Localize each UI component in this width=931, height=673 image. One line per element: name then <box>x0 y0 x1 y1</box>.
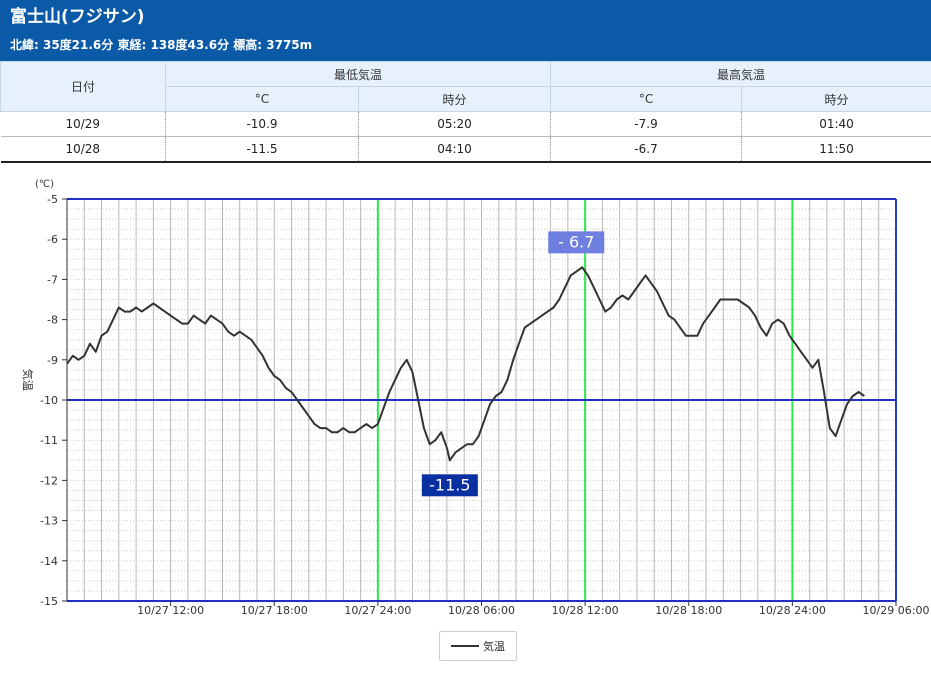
temperature-chart: -5 -6 -7 -8 -9 -10 -11 -12 -13 -14 -15 (℃) 気温 10/27 1… <box>0 163 931 673</box>
y-tick-label: -12 <box>40 474 58 487</box>
max-temp-header: 最高気温 <box>551 62 931 87</box>
row-min-time: 05:20 <box>359 112 551 137</box>
y-tick-label: -7 <box>47 273 58 286</box>
station-info: 北緯: 35度21.6分 東経: 138度43.6分 標高: 3775m <box>10 37 921 53</box>
row-date: 10/29 <box>1 112 166 137</box>
x-tick-label: 10/28 12:00 <box>552 604 619 617</box>
row-min-time: 04:10 <box>359 137 551 163</box>
y-tick-label: -11 <box>40 434 58 447</box>
temperature-table: 日付 最低気温 最高気温 °C 時分 °C 時分 10/29 -10.9 05:… <box>0 61 931 163</box>
y-axis-title: 気温 <box>21 369 35 391</box>
min-time-header: 時分 <box>359 87 551 112</box>
row-max: -6.7 <box>551 137 742 163</box>
y-tick-label: -10 <box>40 394 58 407</box>
min-temp-header: 最低気温 <box>166 62 551 87</box>
table-row: 10/28 -11.5 04:10 -6.7 11:50 <box>1 137 931 163</box>
table-row: 10/29 -10.9 05:20 -7.9 01:40 <box>1 112 931 137</box>
x-tick-label: 10/29 06:00 <box>863 604 930 617</box>
max-time-header: 時分 <box>742 87 931 112</box>
x-tick-label: 10/27 24:00 <box>344 604 411 617</box>
legend-label: 気温 <box>483 638 505 654</box>
row-min: -11.5 <box>166 137 359 163</box>
chart-svg: -5 -6 -7 -8 -9 -10 -11 -12 -13 -14 -15 (℃) 気温 10/27 1… <box>0 163 931 673</box>
y-tick-label: -9 <box>47 354 58 367</box>
y-unit-label: (℃) <box>35 179 54 190</box>
x-tick-label: 10/27 12:00 <box>137 604 204 617</box>
legend-line-icon <box>451 645 479 647</box>
y-tick-label: -14 <box>40 555 58 568</box>
y-tick-label: -8 <box>47 314 58 327</box>
chart-legend[interactable]: 気温 <box>439 631 517 661</box>
x-tick-label: 10/28 18:00 <box>655 604 722 617</box>
temperature-series-line <box>67 267 864 460</box>
x-tick-label: 10/28 06:00 <box>448 604 515 617</box>
row-max-time: 11:50 <box>742 137 931 163</box>
y-tick-label: -13 <box>40 515 58 528</box>
annotation-label: - 6.7 <box>558 232 594 251</box>
min-unit-header: °C <box>166 87 359 112</box>
row-max-time: 01:40 <box>742 112 931 137</box>
row-min: -10.9 <box>166 112 359 137</box>
y-tick-label: -6 <box>47 233 58 246</box>
x-tick-label: 10/28 24:00 <box>759 604 826 617</box>
station-header: 富士山(フジサン) 北緯: 35度21.6分 東経: 138度43.6分 標高:… <box>0 0 931 61</box>
date-header: 日付 <box>1 62 166 112</box>
station-title: 富士山(フジサン) <box>10 6 921 28</box>
row-date: 10/28 <box>1 137 166 163</box>
y-tick-label: -15 <box>40 595 58 608</box>
y-tick-label: -5 <box>47 193 58 206</box>
x-tick-label: 10/27 18:00 <box>241 604 308 617</box>
max-unit-header: °C <box>551 87 742 112</box>
row-max: -7.9 <box>551 112 742 137</box>
annotation-label: -11.5 <box>429 475 470 494</box>
